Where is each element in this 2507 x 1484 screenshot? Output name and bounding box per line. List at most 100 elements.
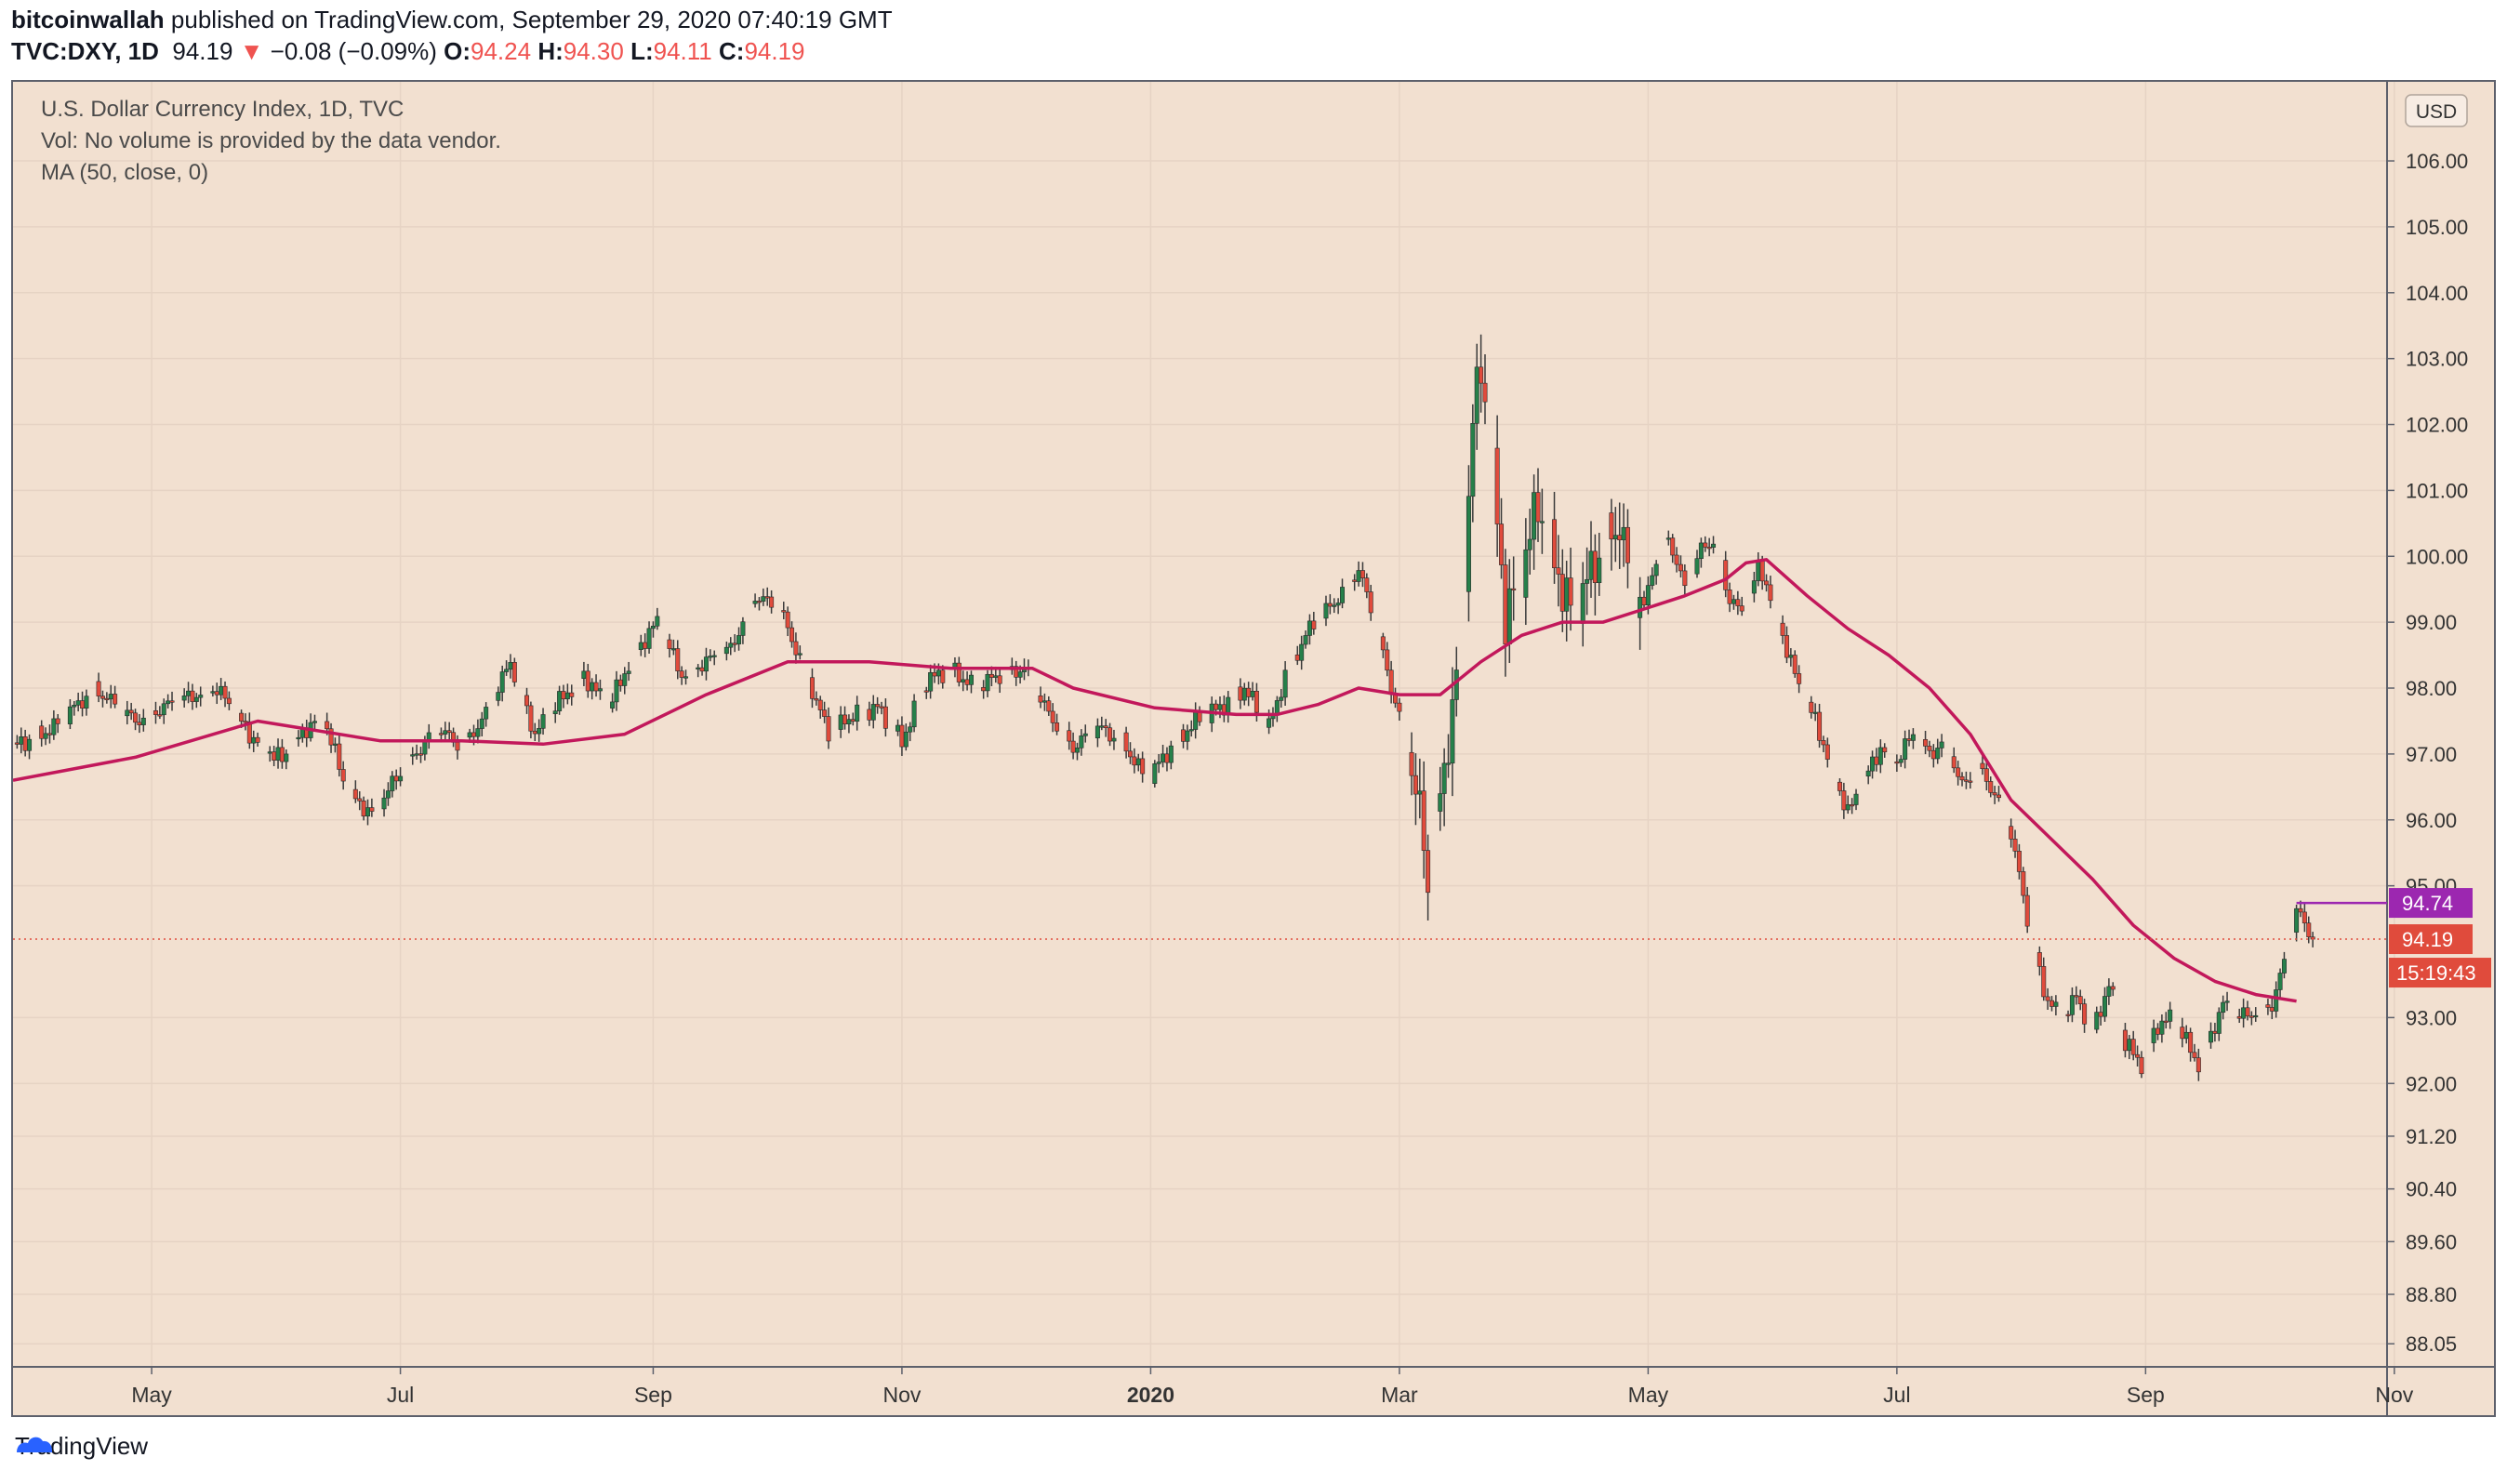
candle-body	[1645, 585, 1651, 606]
candle-body	[2069, 995, 2075, 1015]
candle-body	[1682, 570, 1688, 587]
candle-body	[169, 700, 175, 703]
candle-body	[140, 717, 146, 725]
x-tick-label: Nov	[882, 1383, 921, 1407]
candle-body	[1499, 523, 1505, 565]
candle-body	[1788, 655, 1794, 658]
candle-body	[190, 690, 195, 702]
candle-body	[2212, 1030, 2218, 1034]
candle-body	[1123, 732, 1129, 752]
candle-body	[1426, 850, 1431, 894]
candle-body	[1164, 753, 1170, 763]
candle-body	[393, 775, 399, 782]
candle-body	[2224, 1000, 2230, 1003]
candle-body	[1731, 599, 1736, 604]
candle-body	[214, 691, 219, 696]
candle-body	[325, 721, 330, 730]
candle-body	[1882, 747, 1888, 753]
price-change: −0.08 (−0.09%)	[270, 37, 437, 65]
candle-body	[899, 724, 905, 748]
candle-body	[125, 709, 130, 717]
candle-body	[870, 704, 876, 721]
chart-svg[interactable]: 106.00 105.00 104.00 103.00 102.00 101.00 100.…	[13, 82, 2494, 1415]
candle-body	[1294, 654, 1300, 661]
high-label: H:	[537, 37, 564, 65]
candle-body	[850, 719, 856, 722]
candle-body	[1877, 747, 1883, 765]
publisher-name[interactable]: bitcoinwallah	[11, 6, 165, 33]
candle-body	[1038, 696, 1043, 703]
candle-body	[1870, 756, 1876, 772]
candle-body	[1588, 550, 1594, 580]
x-tick-label: May	[1628, 1383, 1669, 1407]
candle-body	[2041, 966, 2047, 998]
candle-body	[153, 710, 158, 715]
candle-body	[932, 671, 937, 677]
candle-body	[1364, 577, 1370, 592]
candle-body	[312, 721, 317, 723]
candle-body	[414, 753, 419, 756]
candle-body	[186, 690, 192, 696]
candle-body	[756, 601, 762, 603]
candle-body	[1323, 603, 1329, 619]
candle-body	[928, 671, 934, 692]
candle-body	[1963, 779, 1969, 782]
candle-body	[99, 696, 105, 699]
y-tick-label: 92.00	[2406, 1072, 2457, 1095]
candle-body	[1638, 596, 1643, 618]
candle-body	[569, 692, 575, 697]
candle-body	[43, 733, 48, 739]
candle-body	[19, 736, 24, 745]
candle-body	[561, 691, 566, 700]
candle-body	[1983, 768, 1989, 782]
candle-body	[72, 704, 77, 708]
candle-body	[84, 696, 89, 709]
candle-body	[1274, 700, 1280, 715]
currency-badge-label: USD	[2416, 101, 2457, 123]
candle-body	[75, 700, 81, 706]
candle-body	[1959, 775, 1965, 781]
candle-body	[1311, 620, 1317, 629]
candle-body	[597, 688, 603, 692]
candle-body	[1956, 767, 1961, 777]
candle-body	[1050, 710, 1055, 723]
tradingview-logo-icon	[17, 1437, 52, 1452]
candle-body	[1046, 700, 1052, 712]
published-text: published on TradingView.com, September …	[164, 6, 893, 33]
candle-body	[1135, 758, 1141, 766]
chart-area[interactable]: 106.00 105.00 104.00 103.00 102.00 101.00 100.…	[11, 80, 2496, 1417]
candle-body	[882, 706, 888, 729]
candle-body	[1441, 762, 1447, 794]
candle-body	[2045, 996, 2050, 1001]
candle-body	[911, 700, 917, 728]
candle-body	[1168, 745, 1174, 763]
candle-body	[797, 653, 803, 656]
candle-body	[1780, 622, 1785, 636]
candle-body	[993, 675, 999, 678]
candle-body	[1103, 725, 1108, 729]
candle-body	[226, 697, 232, 705]
candle-body	[2188, 1031, 2194, 1053]
candle-body	[2306, 922, 2312, 937]
candle-body	[867, 709, 872, 721]
candle-body	[1653, 563, 1659, 576]
footer-brand[interactable]: TradingView	[15, 1432, 148, 1461]
candle-body	[1532, 492, 1537, 540]
candle-body	[564, 692, 570, 700]
candle-body	[614, 679, 619, 703]
resistance-price-tag	[2389, 888, 2473, 919]
candle-body	[1340, 587, 1346, 603]
candle-body	[789, 627, 795, 643]
candle-body	[222, 685, 228, 699]
candle-body	[96, 681, 101, 696]
candle-body	[903, 731, 909, 748]
candle-body	[467, 732, 472, 738]
candle-body	[1238, 686, 1243, 701]
candle-body	[2074, 995, 2079, 998]
candle-body	[1968, 780, 1973, 783]
candle-body	[137, 722, 142, 725]
candle-body	[1612, 535, 1618, 540]
candle-body	[1356, 570, 1361, 582]
candle-body	[275, 747, 281, 761]
close-label: C:	[719, 37, 745, 65]
